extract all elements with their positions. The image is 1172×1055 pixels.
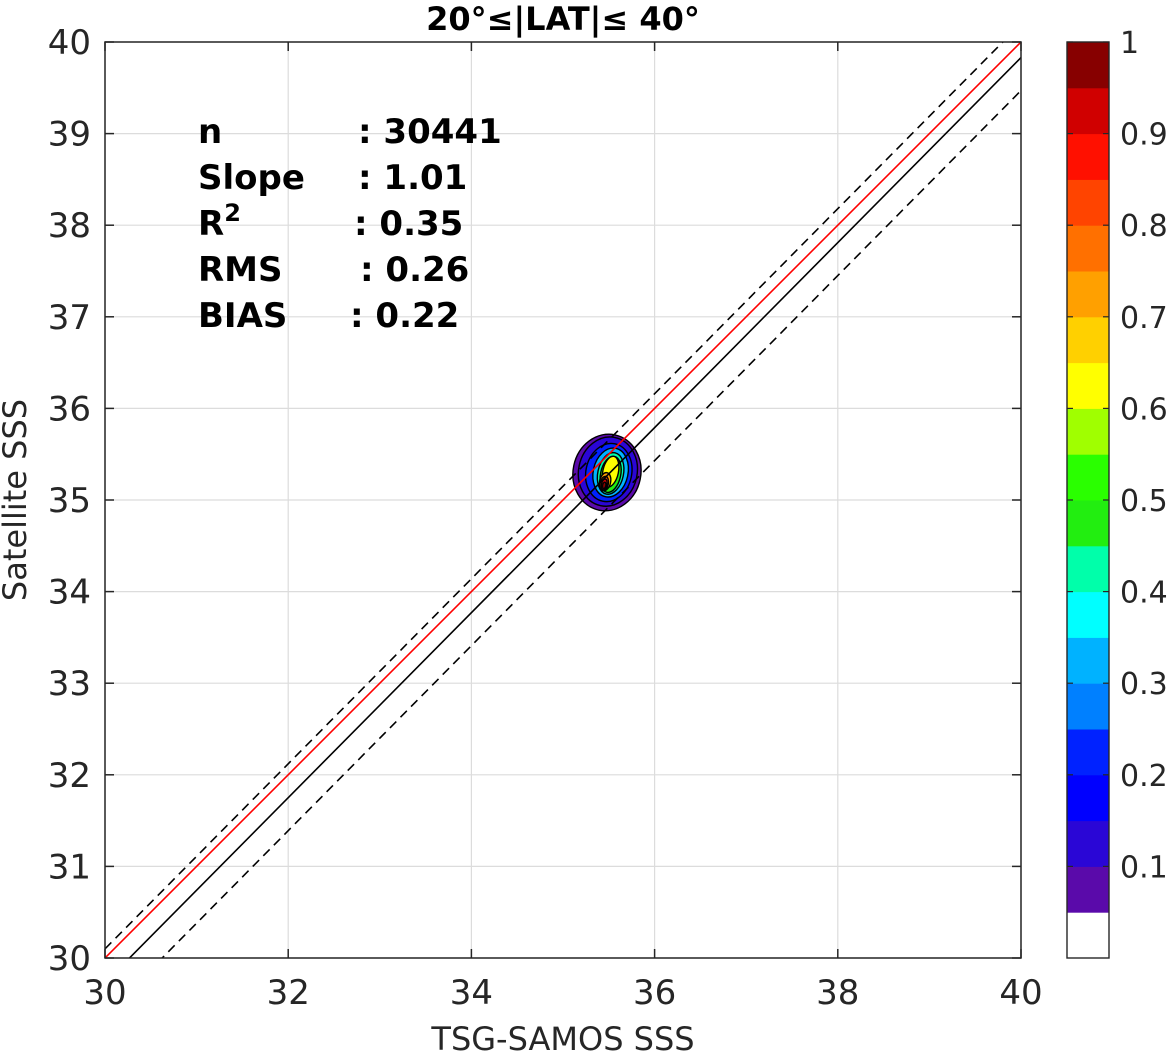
colorbar-segment-2 (1067, 820, 1109, 867)
y-tick-label-8: 38 (48, 206, 91, 246)
line-fit (128, 57, 1021, 958)
colorbar-segment-17 (1067, 133, 1109, 180)
stat-value-3: : 0.26 (360, 250, 469, 290)
colorbar-tick-label-8: 0.9 (1120, 118, 1168, 153)
y-axis-label: Satellite SSS (0, 399, 34, 601)
x-tick-label-5: 40 (999, 973, 1042, 1013)
x-tick-label-2: 34 (450, 973, 493, 1013)
x-tick-labels: 30 32 34 36 38 40 (83, 973, 1042, 1013)
colorbar-segment-9 (1067, 500, 1109, 547)
axis-ticks (104, 41, 1022, 959)
colorbar-segment-8 (1067, 545, 1109, 593)
stat-label-3: RMS (198, 250, 283, 290)
colorbar-tick-label-5: 0.6 (1120, 392, 1168, 427)
colorbar-segment-18 (1067, 87, 1109, 135)
x-tick-label-0: 30 (83, 973, 126, 1013)
colorbar-segment-7 (1067, 591, 1109, 638)
line-fit-lower (161, 89, 1021, 958)
stat-value-4: : 0.22 (350, 296, 459, 336)
colorbar-segment-4 (1067, 729, 1109, 776)
stats-box: n : 30441 Slope : 1.01 R2 : 0.35 RMS : 0.26 BIAS… (198, 112, 502, 336)
colorbar-segment-16 (1067, 179, 1109, 226)
y-tick-label-3: 33 (48, 664, 91, 704)
colorbar-segment-0 (1067, 912, 1109, 959)
y-tick-label-9: 39 (48, 115, 91, 155)
colorbar-tick-label-6: 0.7 (1120, 301, 1168, 336)
colorbar-segment-5 (1067, 683, 1109, 730)
colorbar-tick-label-2: 0.3 (1120, 667, 1168, 702)
y-tick-label-10: 40 (48, 23, 91, 63)
colorbar-tick-label-1: 0.2 (1120, 759, 1168, 794)
colorbar-segment-1 (1067, 866, 1109, 913)
x-tick-label-4: 38 (816, 973, 859, 1013)
y-tick-label-2: 32 (48, 756, 91, 796)
stat-label-sup-2: 2 (224, 199, 241, 227)
line-fit-upper (105, 42, 1004, 950)
y-tick-label-0: 30 (48, 939, 91, 979)
x-axis-label: TSG-SAMOS SSS (430, 1020, 694, 1055)
colorbar-segment-3 (1067, 774, 1109, 822)
colorbar-tick-label-4: 0.5 (1120, 484, 1168, 519)
colorbar-segment-6 (1067, 637, 1109, 684)
y-tick-label-4: 34 (48, 573, 91, 613)
colorbar-segment-11 (1067, 408, 1109, 455)
chart-title: 20°≤|LAT|≤ 40° (426, 0, 700, 39)
stat-label-2: R2 (198, 199, 241, 244)
line-one-to-one (105, 42, 1021, 958)
stat-label-1: Slope (198, 158, 305, 198)
stat-value-1: : 1.01 (358, 158, 467, 198)
y-tick-label-5: 35 (48, 481, 91, 521)
y-tick-label-7: 37 (48, 298, 91, 338)
y-tick-labels: 30 31 32 33 34 35 36 37 38 39 40 (48, 23, 91, 979)
y-tick-label-6: 36 (48, 389, 91, 429)
y-tick-label-1: 31 (48, 847, 91, 887)
colorbar-tick-label-3: 0.4 (1120, 576, 1168, 611)
stat-label-4: BIAS (198, 296, 287, 336)
colorbar-tick-label-0: 0.1 (1120, 850, 1168, 885)
reference-lines (105, 42, 1021, 958)
stat-value-2: : 0.35 (354, 204, 463, 244)
density-level-10 (601, 481, 607, 490)
colorbar: 0.1 0.2 0.3 0.4 0.5 0.6 0.7 0.8 0.9 1 (1066, 26, 1168, 959)
stat-value-0: : 30441 (358, 112, 502, 152)
x-tick-label-1: 32 (267, 973, 310, 1013)
colorbar-segment-14 (1067, 271, 1109, 318)
colorbar-segment-15 (1067, 225, 1109, 272)
colorbar-segment-12 (1067, 362, 1109, 409)
x-tick-label-3: 36 (633, 973, 676, 1013)
colorbar-tick-label-7: 0.8 (1120, 209, 1168, 244)
colorbar-segment-13 (1067, 316, 1109, 364)
colorbar-segment-10 (1067, 454, 1109, 501)
colorbar-tick-label-9: 1 (1120, 26, 1139, 61)
stat-label-0: n (198, 112, 222, 152)
colorbar-segment-19 (1067, 42, 1109, 89)
